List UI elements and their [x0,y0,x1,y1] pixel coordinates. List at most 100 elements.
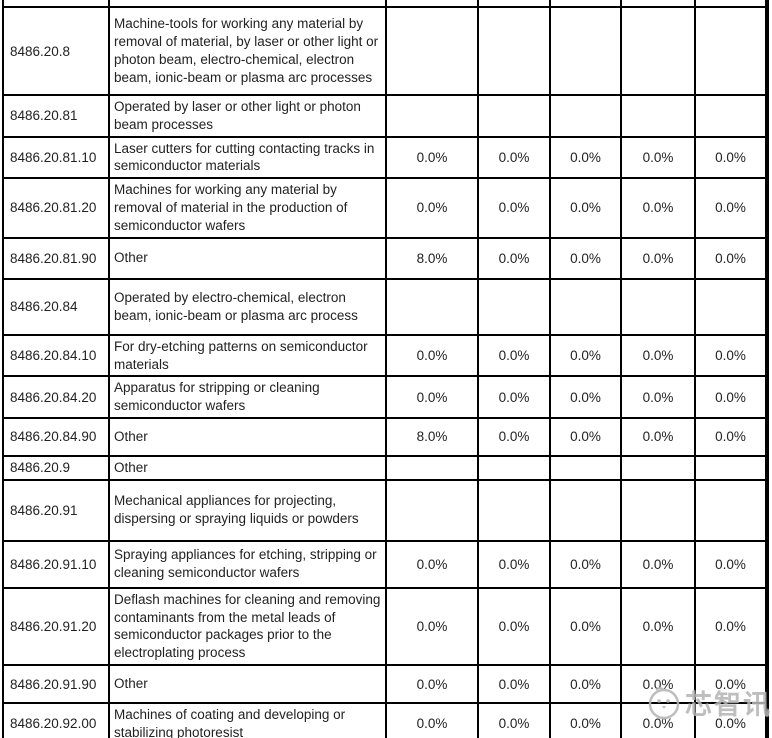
rate-cell [620,454,696,481]
description-cell: Machines of coating and developing or st… [108,702,387,738]
rate-cell [620,94,696,138]
rate-cell [694,277,767,336]
rate-cell [385,277,479,336]
table-row: 8486.20.91 Mechanical appliances for proj… [2,478,767,542]
code-cell: 8486.20.84.10 [2,333,110,378]
table-row: 8486.20.9 Other [2,454,767,481]
rate-cell: 0.0% [549,702,622,738]
rate-cell: 0.0% [549,236,622,280]
table-row: 8486.20.84.20 Apparatus for stripping or … [2,375,767,419]
rate-cell [694,94,767,138]
description-cell: Operated by electro-chemical, electron b… [108,277,387,336]
code-cell: 8486.20.91 [2,478,110,542]
description-cell: Machines for working any material by rem… [108,177,387,239]
table-row: 8486.20.92.00 Machines of coating and dev… [2,702,767,738]
description-cell: Spraying appliances for etching, strippi… [108,539,387,589]
rate-cell: 0.0% [620,135,696,180]
description-cell: Other [108,416,387,457]
table-row: 8486.20.81.20 Machines for working any ma… [2,177,767,239]
table-row: 8486.20.81 Operated by laser or other lig… [2,94,767,138]
code-cell: 8486.20.84 [2,277,110,336]
rate-cell: 0.0% [694,416,767,457]
rate-cell: 0.0% [549,586,622,667]
rate-cell: 0.0% [385,664,479,704]
rate-cell: 0.0% [477,375,551,419]
rate-cell: 0.0% [694,539,767,589]
rate-cell: 0.0% [385,702,479,738]
rate-cell [549,0,622,8]
code-cell: 8486.20.91.90 [2,664,110,704]
rate-cell: 0.0% [549,333,622,378]
rate-cell: 0.0% [549,416,622,457]
rate-cell [477,277,551,336]
table-row: 8486.20.81.10 Laser cutters for cutting c… [2,135,767,180]
rate-cell: 0.0% [477,664,551,704]
rate-cell [549,6,622,96]
code-cell: 8486.20.81.10 [2,135,110,180]
rate-cell: 0.0% [477,416,551,457]
description-cell: Mechanical appliances for projecting, di… [108,478,387,542]
code-cell: 8486.20.9 [2,454,110,481]
rate-cell [620,0,696,8]
table-row: 8486.20.8 Machine-tools for working any m… [2,6,767,96]
rate-cell: 0.0% [620,333,696,378]
code-cell: 8486.20.84.90 [2,416,110,457]
rate-cell: 0.0% [694,177,767,239]
rate-cell [477,0,551,8]
rate-cell: 0.0% [549,375,622,419]
rate-cell [549,454,622,481]
code-cell: 8486.20.91.10 [2,539,110,589]
rate-cell: 0.0% [620,702,696,738]
description-cell: Other [108,454,387,481]
rate-cell [385,454,479,481]
rate-cell: 0.0% [385,375,479,419]
description-cell: For dry-etching patterns on semiconducto… [108,333,387,378]
rate-cell: 0.0% [620,539,696,589]
table-row: 8486.20.91.90 Other 0.0% 0.0% 0.0% 0.0% 0.0% [2,664,767,704]
rate-cell: 0.0% [385,135,479,180]
rate-cell: 0.0% [477,177,551,239]
table-row: 8486.20.84 Operated by electro-chemical, … [2,277,767,336]
code-cell: 8486.20.81 [2,94,110,138]
rate-cell: 0.0% [477,702,551,738]
table-right-edge-border [767,0,769,738]
description-cell [108,0,387,8]
description-cell: Machine-tools for working any material b… [108,6,387,96]
rate-cell: 0.0% [549,539,622,589]
rate-cell: 0.0% [620,664,696,704]
rate-cell: 0.0% [549,177,622,239]
rate-cell [385,478,479,542]
rate-cell [385,6,479,96]
rate-cell: 0.0% [694,375,767,419]
rate-cell: 0.0% [549,135,622,180]
rate-cell: 0.0% [694,664,767,704]
rate-cell [620,277,696,336]
rate-cell: 0.0% [549,664,622,704]
rate-cell [477,454,551,481]
rate-cell: 8.0% [385,416,479,457]
rate-cell [620,6,696,96]
rate-cell: 0.0% [694,236,767,280]
description-cell: Deflash machines for cleaning and removi… [108,586,387,667]
description-cell: Operated by laser or other light or phot… [108,94,387,138]
description-cell: Other [108,236,387,280]
rate-cell: 0.0% [477,333,551,378]
rate-cell [620,478,696,542]
code-cell: 8486.20.91.20 [2,586,110,667]
table-row: 8486.20.84.10 For dry-etching patterns on… [2,333,767,378]
table-row-partial-top [2,0,767,8]
code-cell: 8486.20.81.90 [2,236,110,280]
rate-cell [477,94,551,138]
rate-cell: 0.0% [620,375,696,419]
code-cell: 8486.20.81.20 [2,177,110,239]
rate-cell: 0.0% [385,177,479,239]
description-cell: Apparatus for stripping or cleaning semi… [108,375,387,419]
rate-cell [477,6,551,96]
rate-cell [385,94,479,138]
table-row: 8486.20.91.20 Deflash machines for cleani… [2,586,767,667]
rate-cell: 0.0% [477,236,551,280]
rate-cell [549,277,622,336]
